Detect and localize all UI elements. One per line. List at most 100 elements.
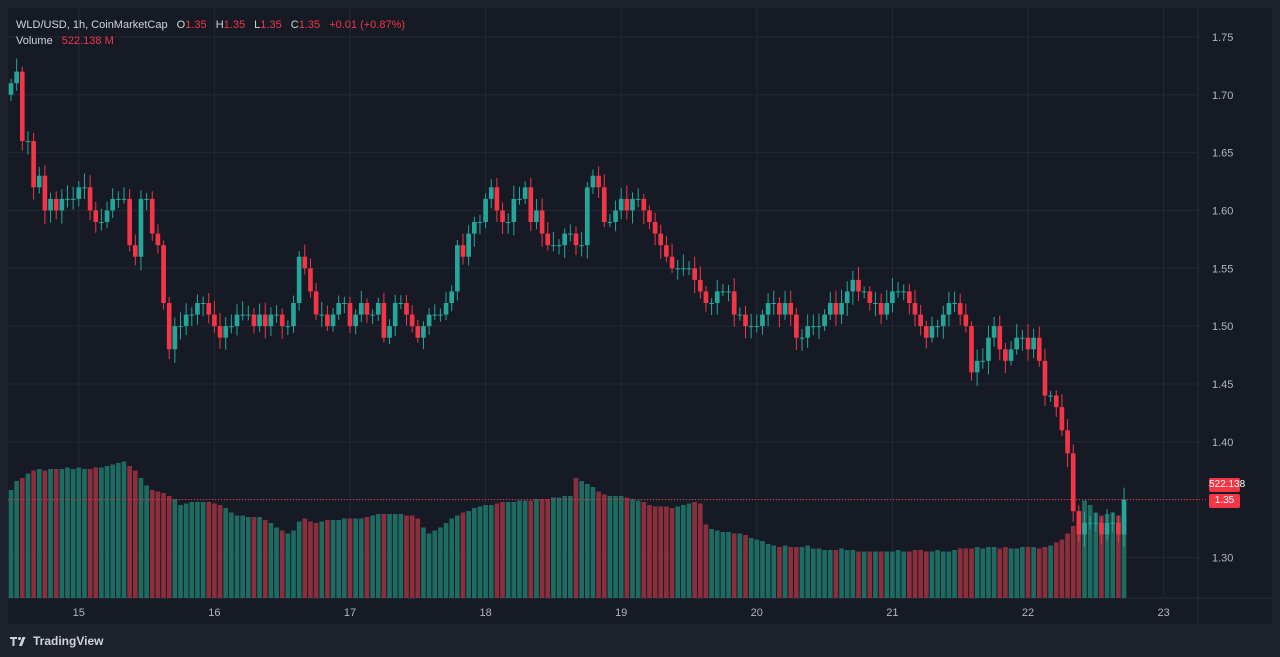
candle-body [251, 314, 257, 327]
candle-body [65, 198, 70, 200]
candle-body [375, 303, 381, 315]
chart-panel[interactable]: 1.30 1.35 1.40 1.45 1.50 1.55 1.60 1.65 1.70 1.75… [8, 8, 1272, 624]
volume-bar [590, 487, 596, 598]
y-tick-label: 1.40 [1212, 437, 1233, 449]
volume-bar [907, 551, 912, 598]
candle-body [596, 175, 601, 188]
candle-body [912, 303, 918, 315]
candle-body [161, 245, 166, 303]
volume-bar [1003, 547, 1008, 598]
volume-bar [692, 502, 697, 598]
volume-bar [279, 530, 285, 598]
candle-body [1076, 511, 1082, 535]
volume-bar [839, 548, 844, 598]
volume-bar [743, 535, 748, 598]
y-tick-label: 1.60 [1212, 205, 1233, 217]
candle-body [1104, 522, 1110, 535]
candle-body [1082, 522, 1087, 535]
tradingview-brand[interactable]: TradingView [10, 632, 103, 650]
candlestick-chart[interactable]: 1.30 1.35 1.40 1.45 1.50 1.55 1.60 1.65 1.70 1.75… [8, 8, 1272, 624]
candle-body [438, 314, 443, 316]
volume-bar [14, 481, 19, 598]
open-value: 1.35 [185, 19, 207, 31]
volume-bar [99, 467, 104, 598]
volume-bar [522, 500, 528, 598]
candle-body [302, 256, 308, 269]
candle-body [974, 360, 980, 373]
candle-body [923, 326, 929, 338]
volume-bar [511, 502, 517, 598]
candle-body [132, 245, 138, 257]
candle-body [782, 303, 788, 315]
volume-bar [957, 548, 963, 598]
volume-bar [477, 506, 483, 598]
candle-body [240, 314, 245, 316]
candle-body [387, 326, 392, 338]
candle-body [873, 303, 878, 304]
volume-bar [545, 499, 551, 598]
volume-bar [251, 517, 257, 598]
volume-bar [313, 523, 319, 598]
candle-body [618, 198, 624, 211]
volume-bar [1076, 511, 1082, 598]
volume-bar [539, 499, 545, 598]
volume-price-badge: 522.138 M [1209, 478, 1246, 504]
volume-bar [918, 550, 923, 598]
volume-value: 522.138 M [61, 35, 114, 47]
volume-bar [731, 533, 737, 598]
candle-body [534, 210, 539, 223]
candle-body [466, 233, 471, 257]
symbol-label[interactable]: WLD/USD, 1h, CoinMarketCap [16, 19, 168, 31]
volume-bar [195, 502, 200, 598]
candle-body [347, 303, 353, 327]
volume-bar [861, 551, 867, 598]
volume-bar [709, 529, 714, 598]
candle-body [217, 326, 223, 338]
volume-bar [974, 547, 980, 598]
candle-body [844, 291, 850, 303]
volume-bar [347, 518, 353, 598]
candle-body [223, 326, 229, 338]
candle-body [409, 314, 415, 327]
candle-body [664, 245, 669, 257]
candle-body [1025, 337, 1031, 350]
volume-bar [912, 550, 918, 598]
candle-body [178, 326, 183, 328]
volume-bar [274, 527, 279, 598]
candle-body [206, 303, 212, 315]
candle-body [432, 314, 438, 316]
volume-bar [584, 484, 590, 598]
volume-bar [110, 464, 116, 598]
candle-body [342, 303, 347, 304]
candle-body [539, 210, 545, 234]
candle-body [692, 268, 697, 280]
candle-body [8, 83, 14, 95]
volume-bar [296, 521, 302, 598]
candle-body [1008, 349, 1014, 361]
candle-body [584, 187, 590, 246]
volume-bar [370, 515, 375, 598]
volume-bar [613, 496, 618, 598]
candle-body [861, 291, 867, 293]
volume-bar [398, 514, 404, 598]
candle-body [53, 198, 59, 211]
close-value: 1.35 [298, 19, 321, 31]
candle-body [1053, 395, 1059, 408]
volume-bar [771, 545, 777, 598]
candle-body [777, 303, 782, 315]
candle-body [890, 291, 895, 303]
volume-bar [681, 505, 686, 598]
candle-body [681, 268, 686, 270]
volume-bar [65, 467, 70, 598]
volume-bar [353, 518, 358, 598]
candle-body [669, 256, 675, 269]
volume-bar [697, 503, 703, 598]
volume-bar [969, 548, 974, 598]
volume-label[interactable]: Volume [16, 35, 53, 47]
last-price-badge: 1.35 [1209, 494, 1240, 508]
y-tick-label: 1.50 [1212, 321, 1233, 333]
x-tick-label: 15 [73, 607, 85, 619]
volume-bar [488, 505, 494, 598]
volume-bar [178, 505, 183, 598]
candle-body [703, 291, 709, 303]
